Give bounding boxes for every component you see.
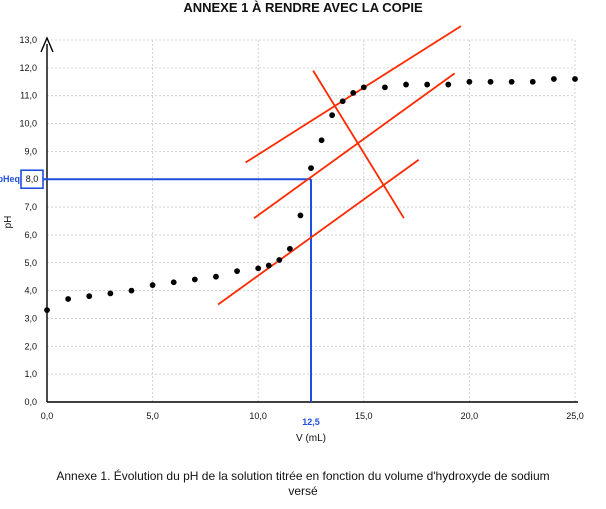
data-point <box>128 287 135 294</box>
figure-caption: Annexe 1. Évolution du pH de la solution… <box>0 469 606 499</box>
data-point <box>329 112 336 119</box>
data-point <box>424 81 431 88</box>
data-point <box>487 78 494 85</box>
data-point <box>445 81 452 88</box>
data-point <box>65 296 72 302</box>
equivalence-volume-value: 12,5 <box>302 417 320 427</box>
x-tick-label: 20,0 <box>461 411 479 421</box>
x-tick-label: 25,0 <box>566 411 584 421</box>
page-title: ANNEXE 1 À RENDRE AVEC LA COPIE <box>183 0 423 15</box>
data-point <box>234 268 240 275</box>
y-tick-label: 5,0 <box>24 258 37 268</box>
y-tick-label: 11,0 <box>20 91 37 101</box>
y-tick-label: 4,0 <box>24 286 37 296</box>
y-tick-label: 3,0 <box>24 313 37 323</box>
x-tick-label: 10,0 <box>249 411 267 421</box>
data-point <box>255 265 262 272</box>
y-tick-labels: 0,0 1,0 2,0 3,0 4,0 5,0 6,0 7,0 9,0 10,0 11,0 12,0 1… <box>19 35 37 407</box>
equivalence-ph-box <box>20 169 44 190</box>
data-point <box>318 137 325 144</box>
data-point <box>213 273 219 280</box>
y-tick-label: 6,0 <box>24 230 37 240</box>
equivalence-construction: 8,0 pHeq 12,5 <box>0 169 320 427</box>
tangent-line <box>253 72 456 219</box>
data-point <box>508 78 515 85</box>
y-tick-label: 9,0 <box>24 146 37 156</box>
y-tick-label: 10,0 <box>19 119 37 129</box>
data-point <box>297 212 304 219</box>
data-point <box>86 293 93 300</box>
data-point <box>276 257 283 263</box>
data-point <box>107 290 114 297</box>
equivalence-ph-name: pHeq <box>0 174 20 184</box>
data-point <box>350 90 357 96</box>
x-tick-label: 5,0 <box>146 411 159 421</box>
y-tick-label: 0,0 <box>24 397 37 407</box>
data-point <box>529 78 536 85</box>
y-tick-label: 1,0 <box>24 369 37 379</box>
x-axis-label: V (mL) <box>296 433 326 444</box>
data-point <box>170 279 177 286</box>
y-tick-label: 13,0 <box>19 35 37 45</box>
equivalence-ph-value: 8,0 <box>26 174 39 184</box>
tangent-line <box>312 70 405 219</box>
data-point <box>382 84 388 91</box>
data-point <box>403 81 409 88</box>
data-point <box>308 165 314 171</box>
y-tick-label: 2,0 <box>24 341 37 351</box>
data-point <box>44 307 50 314</box>
data-point <box>466 78 473 85</box>
y-axis-label: pH <box>3 216 14 229</box>
data-point <box>265 262 272 269</box>
axes <box>40 36 578 403</box>
y-tick-label: 7,0 <box>24 202 37 212</box>
y-axis-arrow-icon <box>40 36 54 53</box>
caption-line-1: Annexe 1. Évolution du pH de la solution… <box>56 469 550 483</box>
x-tick-label: 0,0 <box>41 411 54 421</box>
titration-chart: 0,0 1,0 2,0 3,0 4,0 5,0 6,0 7,0 9,0 10,0 11,0 12,0 1… <box>0 25 584 444</box>
data-point <box>360 84 367 91</box>
x-tick-labels: 0,0 5,0 10,0 15,0 20,0 25,0 <box>41 411 584 421</box>
data-point <box>572 76 578 82</box>
x-tick-label: 15,0 <box>355 411 373 421</box>
tangent-line <box>217 159 420 306</box>
y-tick-label: 12,0 <box>19 63 37 73</box>
data-point <box>339 98 346 105</box>
caption-line-2: versé <box>288 484 318 498</box>
data-point <box>149 282 156 288</box>
data-point <box>286 245 293 252</box>
data-point <box>550 76 557 82</box>
data-points <box>44 76 578 314</box>
data-point <box>191 276 198 283</box>
